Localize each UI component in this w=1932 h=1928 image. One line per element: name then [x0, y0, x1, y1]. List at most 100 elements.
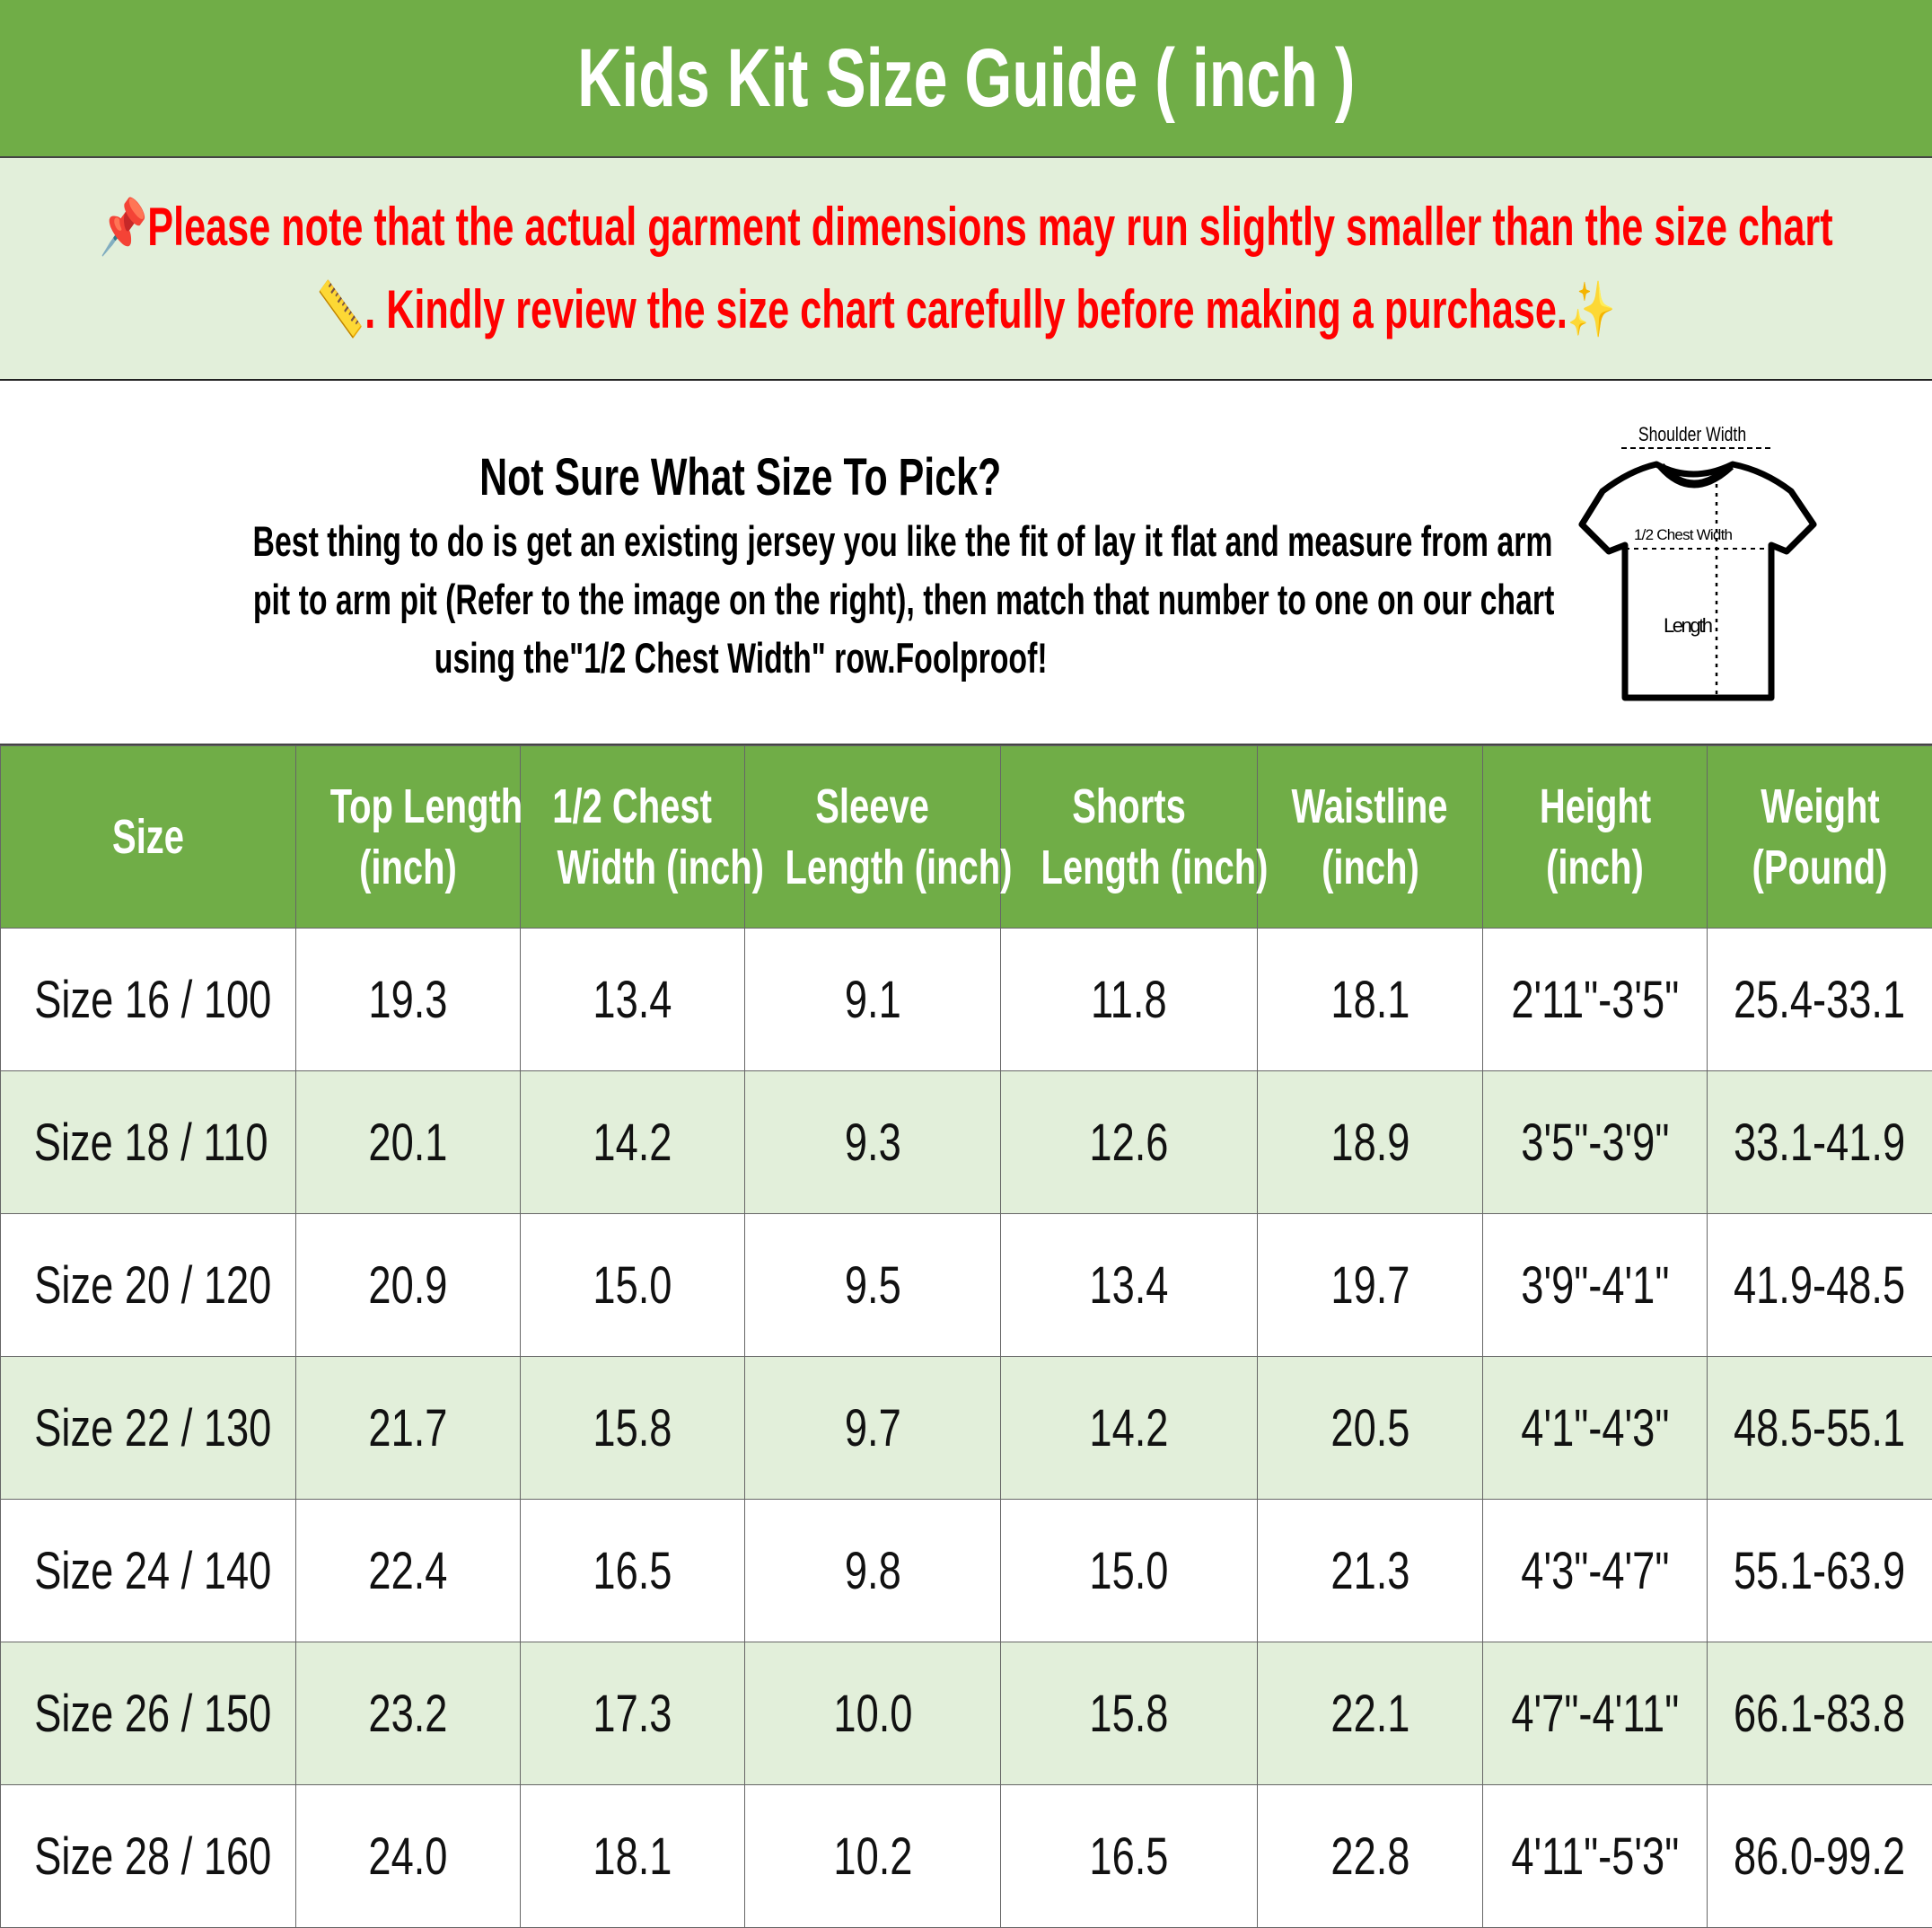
- table-cell: Size 22 / 130: [0, 1356, 296, 1500]
- pushpin-icon: 📌: [99, 197, 148, 257]
- notice-line-2: . Kindly review the size chart carefully…: [364, 279, 1568, 339]
- cell-value: 18.1: [593, 1827, 672, 1886]
- cell-value: 18.9: [1330, 1113, 1410, 1172]
- table-cell: 13.4: [520, 928, 745, 1071]
- table-cell: 15.0: [1000, 1499, 1258, 1642]
- table-cell: 25.4-33.1: [1707, 928, 1932, 1071]
- cell-value: 15.0: [593, 1255, 672, 1315]
- info-heading: Not Sure What Size To Pick?: [479, 448, 1002, 506]
- table-cell: 22.4: [295, 1499, 521, 1642]
- column-header: Waistline (inch): [1257, 745, 1483, 929]
- table-cell: Size 16 / 100: [0, 928, 296, 1071]
- table-cell: 9.5: [744, 1213, 1001, 1357]
- table-row: Size 18 / 110 20.1 14.2 9.3 12.6 18.9 3'5"-3'9…: [0, 1070, 1932, 1214]
- cell-value: 3'5"-3'9": [1520, 1113, 1670, 1172]
- table-cell: 4'1"-4'3": [1482, 1356, 1708, 1500]
- table-cell: 14.2: [520, 1070, 745, 1214]
- table-cell: 86.0-99.2: [1707, 1784, 1932, 1928]
- column-header: Size: [0, 745, 296, 929]
- cell-value: Size 18 / 110: [33, 1113, 268, 1172]
- cell-value: 4'1"-4'3": [1520, 1398, 1670, 1457]
- table-row: Size 24 / 140 22.4 16.5 9.8 15.0 21.3 4'3"-4'7…: [0, 1499, 1932, 1642]
- table-cell: 21.7: [295, 1356, 521, 1500]
- column-header: Top Length (inch): [295, 745, 523, 929]
- title-banner: Kids Kit Size Guide ( inch ): [0, 0, 1932, 158]
- cell-value: 16.5: [593, 1541, 672, 1600]
- cell-value: 17.3: [593, 1684, 672, 1743]
- table-cell: 22.8: [1257, 1784, 1483, 1928]
- cell-value: Size 26 / 150: [34, 1684, 272, 1743]
- cell-value: Size 20 / 120: [34, 1255, 272, 1315]
- table-row: Size 16 / 100 19.3 13.4 9.1 11.8 18.1 2'11"-3'…: [0, 928, 1932, 1071]
- cell-value: 18.1: [1330, 970, 1410, 1029]
- cell-value: 23.2: [368, 1684, 448, 1743]
- column-header-text: Shorts: [1072, 779, 1186, 833]
- cell-value: 9.8: [844, 1541, 901, 1600]
- length-label: Length: [1664, 614, 1713, 637]
- cell-value: 41.9-48.5: [1734, 1255, 1906, 1315]
- cell-value: 19.7: [1330, 1255, 1410, 1315]
- table-cell: 48.5-55.1: [1707, 1356, 1932, 1500]
- table-row: Size 22 / 130 21.7 15.8 9.7 14.2 20.5 4'1"-4'3…: [0, 1356, 1932, 1500]
- cell-value: 24.0: [368, 1827, 448, 1886]
- info-section: Not Sure What Size To Pick? Best thing t…: [0, 381, 1932, 745]
- table-cell: 20.1: [295, 1070, 521, 1214]
- notice-banner: 📌Please note that the actual garment dim…: [0, 158, 1932, 381]
- table-cell: 66.1-83.8: [1707, 1642, 1932, 1785]
- column-header-text: 1/2 Chest: [552, 779, 713, 833]
- table-cell: 15.0: [520, 1213, 745, 1357]
- cell-value: 4'3"-4'7": [1520, 1541, 1670, 1600]
- cell-value: 13.4: [1089, 1255, 1169, 1315]
- column-header-text: Sleeve: [815, 779, 930, 833]
- column-header: Weight (Pound): [1707, 745, 1932, 929]
- table-cell: 16.5: [520, 1499, 745, 1642]
- column-header-text: Waistline: [1292, 779, 1448, 833]
- table-cell: 22.1: [1257, 1642, 1483, 1785]
- table-cell: 18.1: [1257, 928, 1483, 1071]
- table-cell: 17.3: [520, 1642, 745, 1785]
- table-cell: 9.3: [744, 1070, 1001, 1214]
- shoulder-width-label: Shoulder Width: [1638, 424, 1746, 445]
- cell-value: 25.4-33.1: [1734, 970, 1906, 1029]
- cell-value: 15.8: [593, 1398, 672, 1457]
- cell-value: 4'11"-5'3": [1511, 1827, 1679, 1886]
- cell-value: 10.2: [832, 1827, 913, 1886]
- table-cell: 23.2: [295, 1642, 521, 1785]
- cell-value: 15.0: [1089, 1541, 1169, 1600]
- cell-value: 2'11"-3'5": [1511, 970, 1679, 1029]
- header-row: Size Top Length (inch) 1/2 Chest Width (inch…: [0, 745, 1932, 929]
- column-header: Height (inch): [1482, 745, 1708, 929]
- cell-value: 21.7: [368, 1398, 448, 1457]
- cell-value: 66.1-83.8: [1734, 1684, 1906, 1743]
- cell-value: 20.1: [368, 1113, 448, 1172]
- table-cell: 10.0: [744, 1642, 1001, 1785]
- cell-value: Size 24 / 140: [34, 1541, 272, 1600]
- column-header: 1/2 Chest Width (inch): [520, 745, 764, 929]
- sparkles-icon: ✨: [1567, 279, 1616, 339]
- column-header-text: Height: [1539, 779, 1651, 833]
- table-cell: 10.2: [744, 1784, 1001, 1928]
- table-cell: 3'9"-4'1": [1482, 1213, 1708, 1357]
- cell-value: 13.4: [593, 970, 672, 1029]
- table-row: Size 20 / 120 20.9 15.0 9.5 13.4 19.7 3'9"-4'1…: [0, 1213, 1932, 1357]
- column-header: Sleeve Length (inch): [744, 745, 1012, 929]
- table-cell: 3'5"-3'9": [1482, 1070, 1708, 1214]
- notice-line-1: Please note that the actual garment dime…: [147, 197, 1833, 257]
- table-cell: 4'11"-5'3": [1482, 1784, 1708, 1928]
- cell-value: Size 16 / 100: [34, 970, 272, 1029]
- column-header-text: (inch): [1546, 841, 1644, 894]
- cell-value: 3'9"-4'1": [1520, 1255, 1670, 1315]
- table-cell: 11.8: [1000, 928, 1258, 1071]
- table-cell: Size 28 / 160: [0, 1784, 296, 1928]
- table-cell: 9.1: [744, 928, 1001, 1071]
- column-header-text: Length (inch): [785, 841, 1013, 894]
- table-cell: 4'7"-4'11": [1482, 1642, 1708, 1785]
- cell-value: 20.9: [368, 1255, 448, 1315]
- table-cell: 33.1-41.9: [1707, 1070, 1932, 1214]
- page-title: Kids Kit Size Guide ( inch ): [576, 31, 1356, 124]
- table-cell: 15.8: [520, 1356, 745, 1500]
- column-header-text: Top Length: [329, 779, 523, 833]
- table-cell: 15.8: [1000, 1642, 1258, 1785]
- column-header: Shorts Length (inch): [1000, 745, 1268, 929]
- column-header-text: (inch): [1321, 841, 1419, 894]
